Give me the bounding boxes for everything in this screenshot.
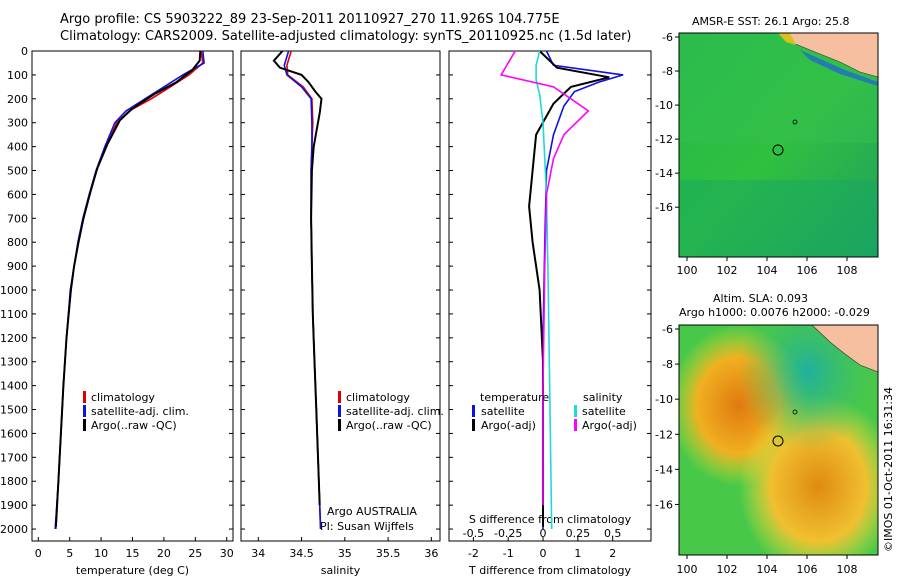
- depth-tick-label: 400: [7, 141, 28, 154]
- x-tick-label: -1: [503, 547, 514, 560]
- depth-tick-label: 1600: [0, 427, 28, 440]
- salinity-diff-tick-label: -0.5: [463, 527, 484, 540]
- island-marker: [792, 119, 798, 125]
- depth-tick-label: 2000: [0, 523, 28, 536]
- depth-tick-label: 1500: [0, 404, 28, 417]
- profile-panel-3: -2 -1 0 1 2 T difference from climatology S di…: [448, 50, 652, 577]
- depth-tick-label: 700: [7, 212, 28, 225]
- x-axis-label: salinity: [321, 564, 361, 577]
- depth-tick-label: 900: [7, 260, 28, 273]
- x-tick-label: 1: [574, 547, 581, 560]
- depth-tick-label: 1800: [0, 475, 28, 488]
- x-tick-label: 5: [66, 547, 73, 560]
- x-tick-label: 34.5: [289, 547, 314, 560]
- depth-tick-label: 300: [7, 117, 28, 130]
- panel-frame: [31, 50, 234, 542]
- depth-tick-label: 1100: [0, 308, 28, 321]
- salinity-diff-tick-label: 0.25: [566, 527, 591, 540]
- depth-tick-label: 1200: [0, 332, 28, 345]
- depth-tick-label: 100: [7, 69, 28, 82]
- panel-frame: [240, 50, 441, 542]
- x-tick-label: 10: [94, 547, 108, 560]
- x-tick-label: 35: [338, 547, 352, 560]
- chart-title-line1: Argo profile: CS 5903222_89 23-Sep-2011 …: [60, 12, 560, 27]
- sla-map: [678, 324, 879, 556]
- depth-tick-label: 1400: [0, 380, 28, 393]
- x-tick-label: 0: [540, 547, 547, 560]
- depth-tick-label: 1300: [0, 356, 28, 369]
- float-position-marker: [772, 435, 784, 447]
- series-line-argo-raw-qc-: [272, 50, 323, 506]
- x-tick-label: 36: [424, 547, 438, 560]
- x-tick-label: 30: [220, 547, 234, 560]
- depth-tick-label: 600: [7, 188, 28, 201]
- series-line-climatology: [55, 50, 204, 530]
- panel-frame: [448, 50, 652, 542]
- x-tick-label: 34: [251, 547, 265, 560]
- depth-tick-label: 1900: [0, 499, 28, 512]
- depth-tick-label: 1000: [0, 284, 28, 297]
- depth-tick-label: 800: [7, 236, 28, 249]
- series-line-temperature-satellite: [542, 50, 624, 529]
- depth-tick-label: 0: [21, 45, 28, 58]
- x-tick-label: 0: [35, 547, 42, 560]
- salinity-diff-tick-label: 0: [540, 527, 547, 540]
- profile-panel-2: 34 34.5 35 35.5 36 salinity: [240, 50, 441, 577]
- footer-timestamp: ©IMOS 01-Oct-2011 16:31:34: [882, 386, 895, 552]
- salinity-diff-tick-label: -0.25: [494, 527, 522, 540]
- profile-panel-1: 0100200300400500600700800900100011001200…: [0, 45, 234, 577]
- x-tick-label: 20: [157, 547, 171, 560]
- series-line-climatology: [286, 50, 322, 530]
- sst-map: [678, 32, 879, 258]
- float-position-marker: [772, 144, 784, 156]
- depth-tick-label: 500: [7, 165, 28, 178]
- depth-tick-label: 1700: [0, 451, 28, 464]
- series-line-argo-raw-qc-: [54, 50, 202, 527]
- x-tick-label: 2: [609, 547, 616, 560]
- x-tick-label: 25: [188, 547, 202, 560]
- x-axis-label-salinity: S difference from climatology: [469, 513, 632, 526]
- series-line-salinity-argo-adj-: [499, 50, 590, 506]
- series-line-temperature-argo-adj-: [528, 50, 610, 527]
- series-line-satellite-adj-clim-: [54, 50, 205, 530]
- x-tick-label: 35.5: [376, 547, 401, 560]
- chart-title-line2: Climatology: CARS2009. Satellite-adjuste…: [60, 29, 632, 44]
- series-line-satellite-adj-clim-: [283, 50, 322, 530]
- series-line-salinity-satellite: [535, 50, 553, 530]
- salinity-diff-tick-label: 0.5: [604, 527, 622, 540]
- x-tick-label: 15: [126, 547, 140, 560]
- x-tick-label: -2: [468, 547, 479, 560]
- x-axis-label: T difference from climatology: [468, 564, 631, 577]
- depth-tick-label: 200: [7, 93, 28, 106]
- x-axis-label: temperature (deg C): [76, 564, 189, 577]
